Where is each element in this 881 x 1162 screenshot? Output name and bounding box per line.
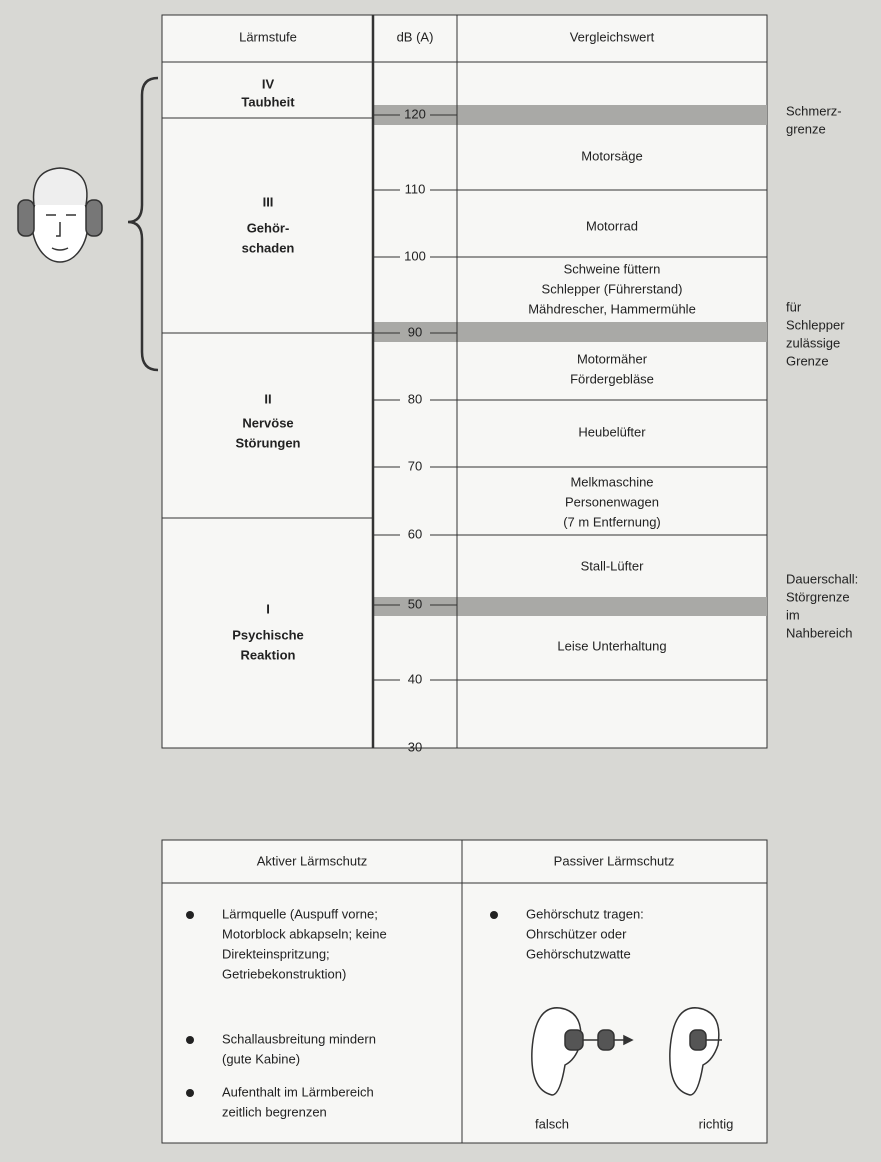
db-label: 50 [408,596,422,611]
active-item: Direkteinspritzung; [222,946,330,961]
active-item: Aufenthalt im Lärmbereich [222,1084,374,1099]
active-item: Getriebekonstruktion) [222,966,346,981]
column-header: dB (A) [397,29,434,44]
note: Nahbereich [786,625,853,640]
column-header: Passiver Lärmschutz [554,853,675,868]
comparison: Motormäher [577,351,648,366]
note: Dauerschall: [786,571,858,586]
level-numeral: IV [262,76,275,91]
note: für [786,299,802,314]
active-item: Motorblock abkapseln; keine [222,926,387,941]
db-label: 90 [408,324,422,339]
level-name: schaden [242,240,295,255]
column-header: Lärmstufe [239,29,297,44]
level-name: Störungen [236,435,301,450]
note: Schlepper [786,317,845,332]
db-label: 40 [408,671,422,686]
bullet [490,911,498,919]
comparison: Schweine füttern [564,261,661,276]
passive-item: Gehörschutz tragen: [526,906,644,921]
comparison: Motorrad [586,218,638,233]
db-label: 30 [408,739,422,754]
level-name: Taubheit [241,94,295,109]
comparison: Stall-Lüfter [581,558,645,573]
active-item: Schallausbreitung mindern [222,1031,376,1046]
ear-label: falsch [535,1116,569,1131]
comparison: Melkmaschine [570,474,653,489]
active-item: (gute Kabine) [222,1051,300,1066]
level-numeral: I [266,601,270,616]
level-name: Gehör- [247,220,290,235]
column-header: Vergleichswert [570,29,655,44]
active-item: Lärmquelle (Auspuff vorne; [222,906,378,921]
comparison: Heubelüfter [578,424,646,439]
db-label: 110 [405,181,426,196]
active-item: zeitlich begrenzen [222,1104,327,1119]
note: Grenze [786,353,829,368]
level-name: Nervöse [242,415,293,430]
ear-label: richtig [699,1116,734,1131]
db-label: 100 [404,248,426,263]
level-name: Psychische [232,627,304,642]
passive-item: Gehörschutzwatte [526,946,631,961]
note: zulässige [786,335,840,350]
note: Störgrenze [786,589,850,604]
db-label: 80 [408,391,422,406]
level-numeral: II [264,391,271,406]
bullet [186,911,194,919]
db-label: 70 [408,458,422,473]
db-label: 120 [404,106,426,121]
comparison: Motorsäge [581,148,642,163]
comparison: Personenwagen [565,494,659,509]
layout [17,14,768,1144]
note: grenze [786,121,826,136]
level-numeral: III [263,194,274,209]
note: im [786,607,800,622]
bullet [186,1089,194,1097]
bullet [186,1036,194,1044]
comparison: (7 m Entfernung) [563,514,661,529]
column-header: Aktiver Lärmschutz [257,853,368,868]
level-name: Reaktion [241,647,296,662]
comparison: Schlepper (Führerstand) [542,281,683,296]
comparison: Mähdrescher, Hammermühle [528,301,696,316]
comparison: Leise Unterhaltung [557,638,666,653]
note: Schmerz- [786,103,842,118]
passive-item: Ohrschützer oder [526,926,627,941]
comparison: Fördergebläse [570,371,654,386]
db-label: 60 [408,526,422,541]
